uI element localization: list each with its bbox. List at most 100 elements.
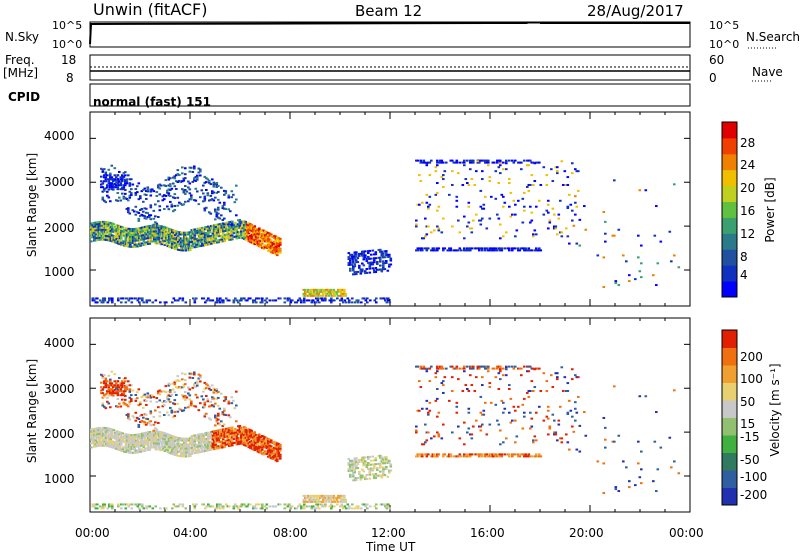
power-cell: [112, 238, 116, 241]
power-cell: [147, 237, 150, 240]
velocity-cell: [211, 404, 214, 407]
velocity-cell: [189, 437, 192, 440]
power-cell: [231, 238, 234, 241]
power-cell: [350, 253, 354, 256]
power-cell: [207, 235, 210, 238]
velocity-cell: [121, 503, 125, 506]
power-cell: [270, 251, 273, 254]
power-cell: [179, 181, 183, 184]
velocity-cell: [566, 389, 570, 392]
power-cell: [243, 222, 246, 225]
velocity-cell: [90, 432, 93, 435]
power-cell: [500, 247, 504, 250]
velocity-cell: [178, 445, 182, 448]
power-cell: [124, 180, 127, 183]
power-cell: [332, 288, 336, 291]
velocity-cell: [353, 459, 357, 462]
velocity-cell: [124, 394, 127, 397]
power-cell: [115, 224, 119, 227]
power-cell: [550, 168, 553, 171]
velocity-cell: [166, 447, 170, 450]
early-high-power: [100, 174, 132, 191]
power-cell: [219, 227, 222, 230]
velocity-cell: [157, 430, 161, 433]
power-cell: [370, 257, 373, 260]
power-cell: [109, 224, 113, 227]
power-cell: [176, 173, 180, 176]
velocity-cell: [652, 480, 655, 483]
velocity-cell: [132, 447, 135, 450]
power-cell: [228, 238, 231, 241]
power-cell: [445, 161, 448, 164]
power-cell: [223, 201, 226, 204]
velocity-cell: [255, 434, 258, 437]
power-cell: [249, 297, 252, 300]
power-cell: [130, 235, 134, 238]
velocity-cell: [157, 442, 161, 445]
velocity-cell: [342, 507, 345, 510]
velocity-cell: [205, 431, 209, 434]
power-cell: [493, 249, 496, 252]
power-cell: [521, 221, 525, 224]
power-cell: [109, 235, 113, 238]
velocity-cell: [169, 452, 173, 455]
velocity-cell: [373, 505, 377, 508]
velocity-cell: [197, 409, 201, 412]
velocity-cell: [542, 372, 546, 375]
power-cell: [234, 221, 237, 224]
power-cell: [132, 239, 135, 242]
power-cell: [364, 256, 367, 259]
power-cell: [267, 241, 270, 244]
velocity-cell: [112, 394, 115, 397]
power-cell: [368, 249, 372, 252]
power-cell: [238, 218, 242, 221]
power-cell: [112, 178, 115, 181]
velocity-cell: [442, 384, 445, 387]
velocity-cell: [100, 444, 104, 447]
power-cell: [566, 207, 570, 210]
power-cell: [361, 297, 365, 300]
power-cell: [198, 239, 201, 242]
power-cell: [230, 196, 234, 199]
velocity-cell: [243, 432, 246, 435]
power-cell: [350, 257, 354, 260]
velocity-cell: [578, 450, 582, 453]
velocity-cell: [107, 394, 111, 397]
velocity-cell: [250, 435, 254, 438]
velocity-cell: [148, 434, 152, 437]
power-cell: [142, 230, 146, 233]
velocity-cell: [637, 440, 640, 443]
power-cell: [180, 237, 183, 240]
velocity-cell: [166, 411, 169, 414]
power-cell: [127, 235, 131, 238]
velocity-cell: [96, 437, 99, 440]
velocity-cell: [159, 436, 162, 439]
power-cell: [229, 234, 233, 237]
power-cell: [141, 299, 144, 302]
power-colorbar-frame: [721, 121, 738, 298]
power-cell: [116, 174, 120, 177]
power-cell: [268, 240, 272, 243]
power-cell: [529, 221, 532, 224]
near-range-patch-velocity: [302, 494, 348, 503]
velocity-cell: [130, 503, 134, 506]
power-cell: [214, 182, 217, 185]
velocity-cell: [136, 416, 139, 419]
velocity-cell: [157, 438, 161, 441]
velocity-cell: [153, 436, 156, 439]
power-cell: [422, 159, 426, 162]
velocity-cell: [344, 500, 348, 503]
power-cell: [503, 201, 507, 204]
velocity-cell: [502, 411, 505, 414]
power-cell: [475, 247, 478, 250]
velocity-cell: [229, 430, 233, 433]
velocity-cell: [655, 490, 658, 493]
power-cell: [127, 227, 131, 230]
velocity-cell: [259, 442, 263, 445]
velocity-cell: [152, 423, 156, 426]
power-cell: [556, 166, 559, 169]
power-cell: [374, 257, 378, 260]
velocity-cell: [133, 445, 137, 448]
velocity-cell: [373, 475, 376, 478]
power-cell: [235, 229, 239, 232]
